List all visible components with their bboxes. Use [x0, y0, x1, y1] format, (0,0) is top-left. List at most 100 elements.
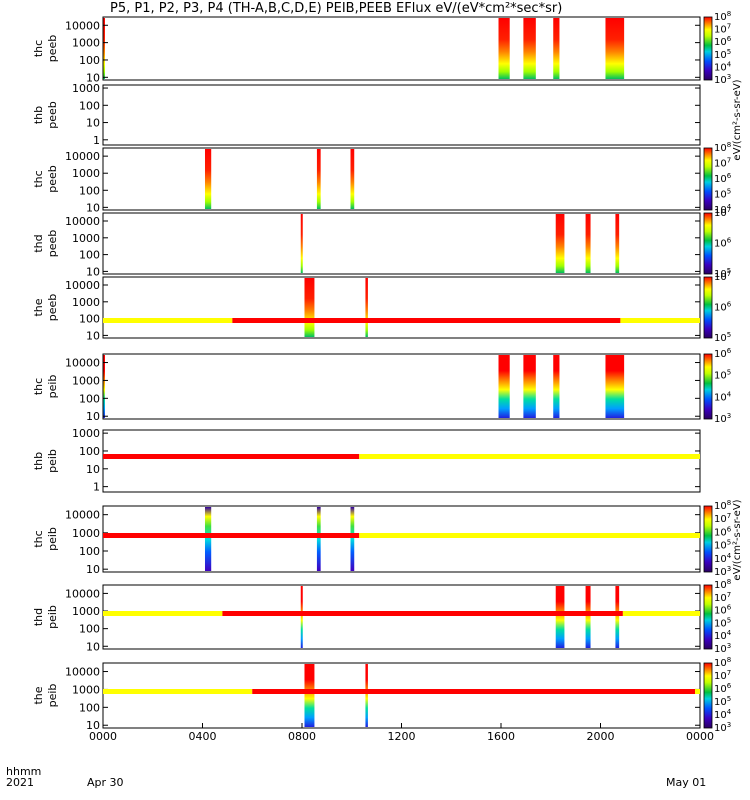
x-axis: 0000 0400 0800 1200 1600 2000 0000: [89, 723, 714, 743]
y-tick-label: 10: [86, 463, 100, 476]
spectrogram-burst-2: [365, 664, 368, 727]
colorbar-tick-label: 106: [714, 301, 732, 314]
colorbar-tick-label: 108: [714, 578, 731, 591]
spectrogram-burst-2: [365, 278, 368, 337]
panel-label: peib: [46, 375, 59, 399]
colorbar-tick-label: 105: [714, 369, 731, 382]
spectrogram-burst-5: [605, 18, 625, 79]
panel-2: 1000 100 10 1 thb peeb: [32, 82, 701, 147]
colorbar-tick-label: 106: [714, 604, 732, 617]
panel-5: 10000 1000 100 10 the peeb 105 106 107: [32, 270, 732, 344]
x-date-label-end: May 01: [666, 776, 707, 789]
spectrogram-burst-1: [103, 18, 105, 79]
y-tick-label: 10000: [65, 509, 100, 522]
spectrogram-burst-1: [300, 214, 303, 273]
colorbar-tick-label: 105: [714, 188, 731, 201]
y-tick-label: 10: [86, 329, 100, 342]
y-tick-label: 1000: [72, 527, 100, 540]
flag-bar-3: [103, 533, 700, 538]
panel-label: thd: [32, 234, 45, 252]
colorbar: [703, 584, 713, 650]
colorbar-tick-label: 107: [714, 669, 731, 682]
x-tick-label: 0400: [189, 730, 217, 743]
colorbar: [703, 16, 713, 81]
y-tick-label: 10: [86, 640, 100, 653]
colorbar-tick-label: 106: [714, 682, 732, 695]
y-tick-label: 1000: [72, 37, 100, 50]
y-tick-label: 100: [79, 445, 100, 458]
panel-label: thb: [32, 452, 45, 470]
colorbar-tick-label: 105: [714, 539, 731, 552]
colorbar-tick-label: 103: [714, 642, 731, 655]
colorbar-tick-label: 106: [714, 35, 732, 48]
panel-label: thc: [32, 170, 45, 187]
panel-frame: [102, 584, 701, 650]
x-tick-label: 1200: [388, 730, 416, 743]
spectrogram-burst-1: [304, 278, 315, 337]
flag-segment-red: [103, 533, 360, 538]
y-tick-label: 100: [79, 313, 100, 326]
panel-label: thc: [32, 530, 45, 547]
spectrogram-burst-2: [316, 507, 321, 571]
panel-label: thd: [32, 608, 45, 626]
colorbar-tick-label: 106: [714, 172, 732, 185]
spectrogram-burst-3: [523, 355, 536, 418]
spectrogram-burst-2: [316, 149, 321, 209]
panel-frame: [102, 662, 701, 729]
colorbar-tick-label: 107: [714, 23, 731, 36]
y-tick-label: 10000: [65, 587, 100, 600]
colorbar-tick-label: 107: [714, 157, 731, 170]
spectrogram-burst-2: [555, 214, 565, 273]
spectrogram-burst-3: [585, 214, 591, 273]
flag-segment-red: [232, 318, 621, 323]
spectrogram-burst-1: [204, 149, 212, 209]
panel-6: 10000 1000 100 10 thc peib 103 104 105 106: [32, 347, 732, 425]
spectrogram-burst-4: [615, 214, 620, 273]
colorbar-tick-label: 105: [714, 331, 731, 344]
colorbar-tick-label: 107: [714, 270, 731, 283]
colorbar-tick-label: 108: [714, 656, 731, 669]
y-tick-label: 10000: [65, 279, 100, 292]
spectrogram-burst-4: [615, 586, 620, 648]
colorbar-tick-label: 104: [714, 629, 732, 642]
colorbar-tick-label: 104: [714, 60, 732, 73]
y-tick-label: 10: [86, 719, 100, 732]
flag-segment-red: [252, 689, 696, 694]
y-tick-label: 1000: [72, 167, 100, 180]
x-row-label: hhmm: [6, 765, 42, 778]
flag-segment-yellow: [103, 611, 223, 616]
panel-label: peib: [46, 684, 59, 708]
flag-bar-5: [103, 689, 700, 694]
spectrogram-burst-4: [553, 18, 560, 79]
panel-frame: [102, 16, 701, 81]
spectrogram-burst-5: [605, 355, 625, 418]
flag-segment-yellow: [620, 318, 700, 323]
colorbar-tick-label: 106: [714, 347, 732, 360]
x-tick-label: 0000: [686, 730, 714, 743]
panel-label: peeb: [46, 165, 59, 193]
y-tick-label: 10: [86, 71, 100, 84]
panel-label: peeb: [46, 101, 59, 129]
y-tick-label: 100: [79, 623, 100, 636]
spectrogram-burst-4: [553, 355, 560, 418]
colorbar-unit-peeb: eV/(cm²-s-sr-eV): [732, 79, 743, 160]
flag-segment-yellow: [359, 533, 700, 538]
y-tick-label: 100: [79, 99, 100, 112]
flag-segment-yellow: [359, 454, 700, 459]
y-tick-label: 1000: [72, 232, 100, 245]
flag-segment-yellow: [695, 689, 700, 694]
y-tick-label: 1000: [72, 374, 100, 387]
panel-label: peeb: [46, 35, 59, 63]
panel-label: the: [32, 298, 45, 316]
colorbar-tick-label: 108: [714, 141, 731, 154]
panel-frame: [102, 505, 701, 573]
colorbar-tick-label: 105: [714, 616, 731, 629]
colorbar-tick-label: 103: [714, 565, 731, 578]
y-tick-label: 10000: [65, 666, 100, 679]
y-tick-label: 1000: [72, 296, 100, 309]
panel-label: thc: [32, 40, 45, 57]
